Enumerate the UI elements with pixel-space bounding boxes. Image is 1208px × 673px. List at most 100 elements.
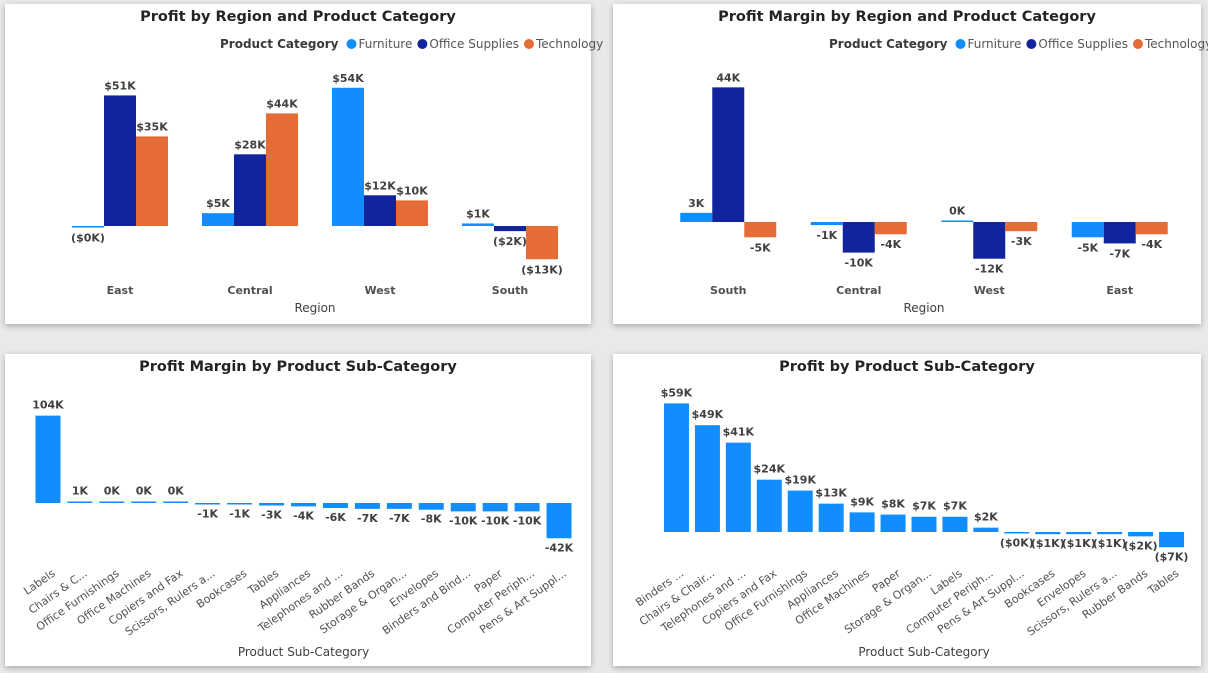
data-label: ($0K) <box>1000 537 1034 550</box>
bar-west-furniture <box>332 87 364 226</box>
data-label: $7K <box>912 500 936 513</box>
legend-label-office-supplies: Office Supplies <box>429 37 519 51</box>
data-label: -1K <box>229 508 250 521</box>
bar-computer-periph <box>973 527 999 532</box>
legend-marker-office-supplies <box>417 39 428 49</box>
bar-binders-and-bind <box>450 503 476 512</box>
bar-tables <box>1159 532 1185 548</box>
bar-east-office-supplies <box>104 95 136 226</box>
bar-storage-organ <box>386 503 412 509</box>
data-label: 3K <box>688 197 705 210</box>
bar-central-furniture <box>810 222 843 226</box>
chart-panel-profit-by-region: Profit by Region and Product Category Pro… <box>5 4 603 324</box>
data-label: -10K <box>845 257 874 270</box>
bar-east-office-supplies <box>1103 222 1136 244</box>
data-label: -10K <box>449 514 478 527</box>
bar-office-furnishings <box>787 490 813 532</box>
legend-marker-technology <box>523 39 534 49</box>
x-tick-label: West <box>974 284 1005 297</box>
data-label: $10K <box>396 184 428 197</box>
data-label: ($1K) <box>1031 537 1065 550</box>
legend-marker-office-supplies <box>1026 39 1037 49</box>
data-label: $9K <box>850 495 874 508</box>
x-tick-label: South <box>492 284 528 297</box>
bar-east-furniture <box>1071 222 1104 238</box>
x-tick-label: Central <box>227 284 272 297</box>
bar-central-furniture <box>202 213 234 226</box>
bar-central-technology <box>874 222 907 235</box>
data-label: -8K <box>421 513 442 526</box>
x-axis-title: Region <box>903 301 944 315</box>
data-label: $7K <box>943 500 967 513</box>
legend-label-office-supplies: Office Supplies <box>1038 37 1128 51</box>
chart-margin-by-subcategory: Profit Margin by Product Sub-Category 104… <box>21 359 573 659</box>
bar-bookcases <box>227 503 253 505</box>
data-label: $44K <box>266 97 298 110</box>
bar-labels <box>942 516 968 532</box>
data-label: $5K <box>206 197 230 210</box>
bar-bookcases <box>1035 532 1061 535</box>
chart-margin-by-region: Profit Margin by Region and Product Cate… <box>680 9 1208 315</box>
data-label: 0K <box>168 485 185 498</box>
data-label: -7K <box>389 512 410 525</box>
chart-title: Profit Margin by Region and Product Cate… <box>718 9 1096 25</box>
legend-title: Product Category <box>829 37 948 51</box>
bar-copiers-and-fax <box>756 479 782 532</box>
data-label: $54K <box>332 72 364 85</box>
data-label: -1K <box>816 229 837 242</box>
bar-envelopes <box>1066 532 1092 535</box>
bar-central-office-supplies <box>234 154 266 226</box>
data-label: $49K <box>692 408 724 421</box>
data-label: 0K <box>104 485 121 498</box>
x-axis-title: Product Sub-Category <box>858 645 989 659</box>
bar-south-furniture <box>680 212 713 222</box>
bar-south-office-supplies <box>494 226 526 232</box>
x-tick-label: East <box>1106 284 1133 297</box>
data-label: -10K <box>513 514 542 527</box>
bar-pens-art-suppl <box>1004 532 1030 534</box>
data-label: ($1K) <box>1093 537 1127 550</box>
data-label: -7K <box>357 512 378 525</box>
bar-east-technology <box>1135 222 1168 235</box>
legend-marker-technology <box>1132 39 1143 49</box>
data-label: $35K <box>136 120 168 133</box>
bar-west-technology <box>1005 222 1038 232</box>
chart-panel-profit-by-subcategory: Profit by Product Sub-Category $59K Binder… <box>613 354 1201 666</box>
x-tick-label: South <box>710 284 746 297</box>
data-label: $28K <box>234 138 266 151</box>
data-label: -1K <box>197 508 218 521</box>
chart-profit-by-subcategory: Profit by Product Sub-Category$59KBinder… <box>633 359 1188 659</box>
legend-label-furniture: Furniture <box>358 37 412 51</box>
x-tick-label: West <box>364 284 395 297</box>
data-label: $13K <box>815 487 847 500</box>
bar-chairs-c <box>67 501 93 503</box>
bar-storage-organ <box>911 516 937 532</box>
data-label: -6K <box>325 511 346 524</box>
data-label: 104K <box>32 399 64 412</box>
bar-office-machines <box>849 512 875 532</box>
bar-east-furniture <box>72 226 104 228</box>
data-label: ($2K) <box>493 235 527 248</box>
legend-marker-furniture <box>346 39 357 49</box>
data-label: 1K <box>72 485 89 498</box>
bar-paper <box>880 514 906 532</box>
data-label: -5K <box>750 241 771 254</box>
data-label: $24K <box>754 463 786 476</box>
x-axis-title: Product Sub-Category <box>238 645 369 659</box>
bar-central-office-supplies <box>842 222 875 253</box>
data-label: ($0K) <box>71 232 105 245</box>
bar-south-furniture <box>462 223 494 226</box>
chart-title: Profit by Region and Product Category <box>140 9 456 25</box>
data-label: $19K <box>784 474 816 487</box>
data-label: -4K <box>1141 238 1162 251</box>
chart-title: Profit by Product Sub-Category <box>779 359 1035 375</box>
bar-copiers-and-fax <box>163 501 189 503</box>
data-label: -4K <box>293 509 314 522</box>
bar-south-technology <box>744 222 777 238</box>
bar-scissors-rulers-a <box>195 503 221 505</box>
bar-labels <box>35 415 61 503</box>
data-label: -5K <box>1077 241 1098 254</box>
data-label: ($13K) <box>521 263 563 276</box>
data-label: -4K <box>880 238 901 251</box>
bar-appliances <box>291 503 316 507</box>
